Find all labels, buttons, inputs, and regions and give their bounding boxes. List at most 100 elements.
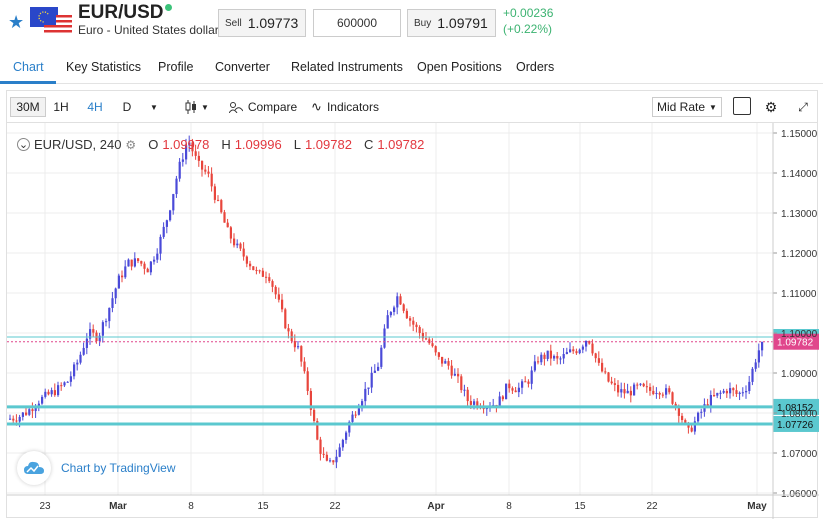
quantity-input[interactable]: 600000: [313, 9, 401, 37]
price-level-badge: [773, 415, 819, 432]
candle-up: [44, 388, 47, 399]
settings-icon[interactable]: ⚙: [125, 137, 137, 152]
open-value: 1.09978: [162, 137, 210, 152]
gear-icon[interactable]: ⚙: [764, 98, 778, 115]
candle-series: [9, 135, 764, 469]
sell-button[interactable]: Sell 1.09773: [218, 9, 306, 37]
candle-up: [697, 411, 700, 423]
candle-up: [76, 359, 79, 371]
interval-4h-button[interactable]: 4H: [87, 100, 103, 114]
time-tick-label: 22: [646, 501, 658, 512]
candle-down: [514, 387, 517, 393]
candle-up: [335, 449, 338, 469]
candle-up: [620, 382, 623, 398]
candle-down: [409, 315, 412, 327]
candle-up: [533, 354, 536, 373]
candle-down: [242, 242, 245, 261]
interval-dropdown-icon[interactable]: ▼: [150, 102, 158, 112]
price-tick-label: 1.11000: [781, 289, 817, 300]
last-price-badge: [773, 333, 819, 350]
candle-down: [31, 402, 34, 419]
candle-down: [543, 352, 546, 366]
candle-down: [271, 279, 274, 293]
candle-down: [575, 348, 578, 355]
compare-button[interactable]: Compare: [227, 97, 299, 117]
candle-down: [268, 273, 271, 284]
price-type-select[interactable]: Mid Rate ▼: [652, 97, 722, 117]
candle-down: [300, 345, 303, 367]
indicators-button[interactable]: ∿ Indicators: [309, 97, 381, 117]
price-level-badge: [773, 398, 819, 415]
candle-down: [213, 183, 216, 204]
candle-down: [434, 345, 437, 356]
candle-up: [124, 260, 127, 279]
favorite-star-icon[interactable]: ★: [8, 12, 25, 32]
candle-down: [325, 451, 328, 462]
interval-30m-button[interactable]: 30M: [10, 97, 46, 117]
expand-icon[interactable]: ⤢: [798, 99, 808, 114]
tradingview-branding[interactable]: Chart by TradingView: [17, 451, 176, 485]
compare-icon: [228, 102, 243, 113]
candle-down: [306, 367, 309, 396]
ohlc-legend: ⌄ EUR/USD, 240 ⚙ O 1.09978 H 1.09996 L 1.09…: [17, 137, 424, 152]
price-tick-label: 1.09000: [781, 369, 818, 380]
candle-down: [725, 388, 728, 398]
candle-down: [265, 271, 268, 284]
candle-up: [626, 383, 629, 394]
candle-down: [287, 323, 290, 339]
tab-profile[interactable]: Profile: [158, 60, 194, 74]
chevron-down-icon[interactable]: ⌄: [17, 138, 30, 151]
candle-down: [60, 382, 63, 391]
candle-up: [117, 273, 120, 289]
tab-orders[interactable]: Orders: [516, 60, 555, 74]
candle-up: [559, 356, 562, 365]
candle-up: [748, 375, 751, 395]
candle-up: [297, 341, 300, 350]
candle-up: [729, 382, 732, 399]
candle-down: [450, 360, 453, 379]
candle-up: [761, 341, 764, 357]
price-tick-label: 1.10000: [781, 329, 818, 340]
candle-up: [633, 382, 636, 396]
tab-chart[interactable]: Chart: [13, 60, 44, 74]
candle-down: [636, 382, 639, 390]
low-value: 1.09782: [304, 137, 352, 152]
candle-up: [738, 391, 741, 401]
time-tick-label: 22: [329, 501, 341, 512]
candle-down: [441, 356, 444, 367]
tab-converter[interactable]: Converter: [215, 60, 270, 74]
candle-down: [437, 351, 440, 360]
time-tick-label: May: [747, 501, 767, 512]
tab-open-positions[interactable]: Open Positions: [417, 60, 502, 74]
candle-up: [178, 158, 181, 182]
tab-key-statistics[interactable]: Key Statistics: [66, 60, 142, 74]
candle-down: [537, 356, 540, 365]
candle-up: [700, 408, 703, 419]
candle-down: [732, 387, 735, 397]
chevron-down-icon: ▼: [201, 102, 209, 112]
time-tick-label: 15: [257, 501, 269, 512]
fullscreen-window-checkbox[interactable]: [733, 97, 751, 115]
candle-up: [63, 381, 66, 388]
candle-down: [649, 383, 652, 396]
candle-up: [719, 390, 722, 400]
candle-up: [133, 252, 136, 268]
close-label: C: [363, 137, 374, 152]
chart-type-button[interactable]: ▼: [177, 97, 217, 117]
price-tick-label: 1.15000: [781, 129, 818, 140]
interval-1h-button[interactable]: 1H: [53, 100, 69, 114]
chart-grid: [7, 123, 773, 495]
buy-button[interactable]: Buy 1.09791: [407, 9, 496, 37]
candle-up: [386, 310, 389, 329]
tab-related-instruments[interactable]: Related Instruments: [291, 60, 403, 74]
interval-d-button[interactable]: D: [122, 100, 132, 114]
candle-up: [444, 358, 447, 364]
candle-up: [108, 307, 111, 329]
candle-down: [671, 391, 674, 406]
price-tick-label: 1.12000: [781, 249, 818, 260]
candle-down: [713, 388, 716, 397]
candle-down: [255, 266, 258, 275]
instrument-tabs: Chart Key Statistics Profile Converter R…: [0, 54, 823, 84]
